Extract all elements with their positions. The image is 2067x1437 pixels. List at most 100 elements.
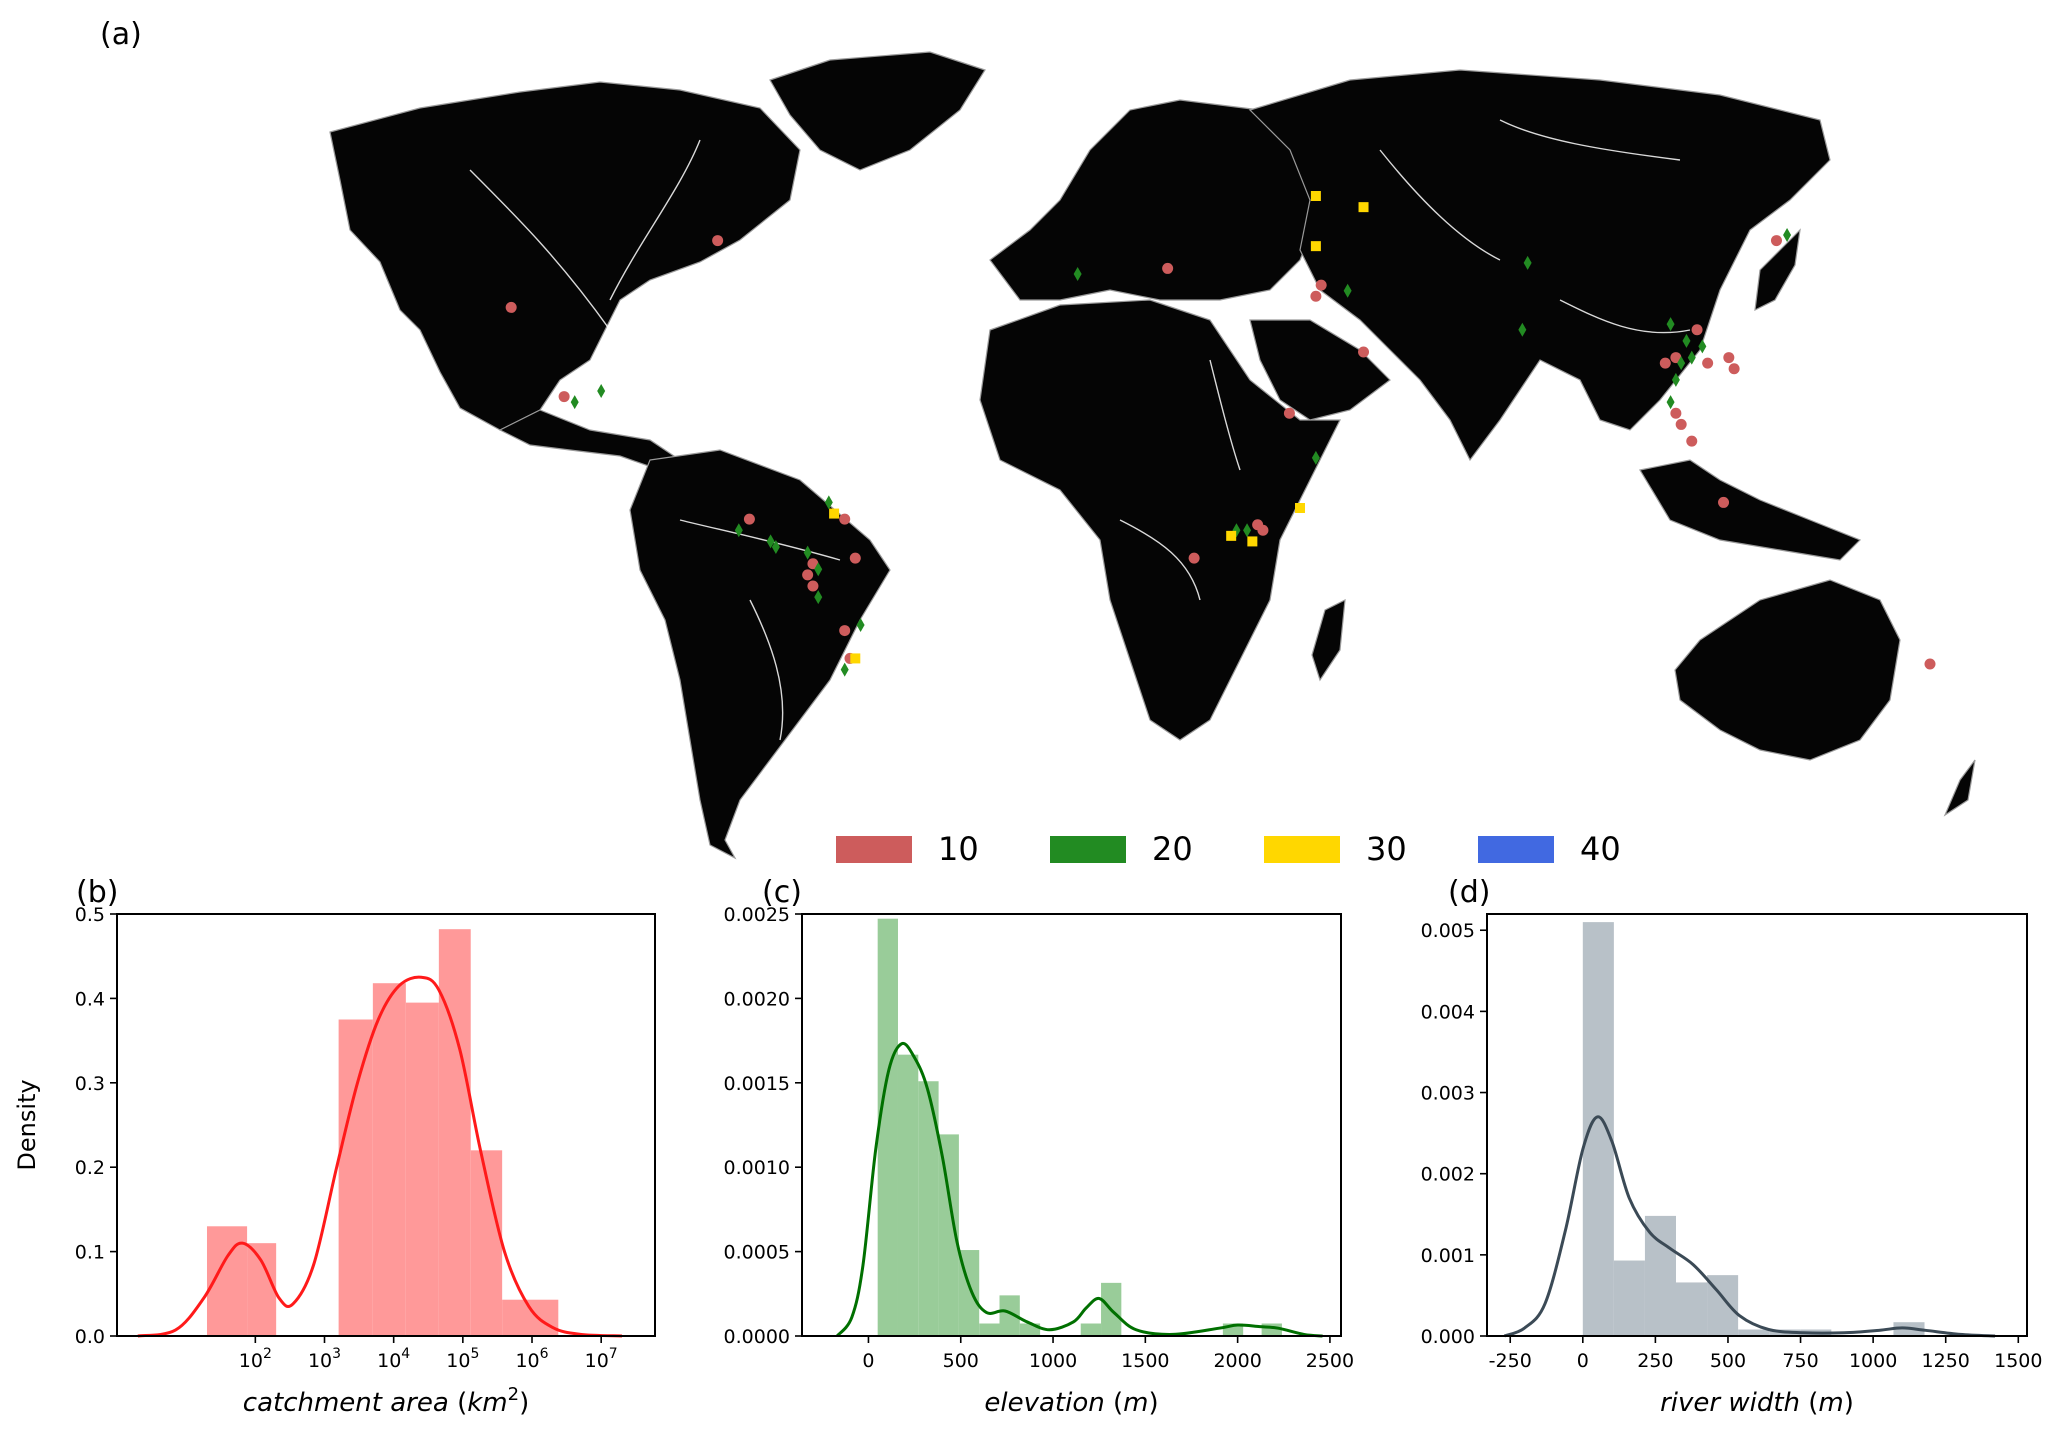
site-marker-30	[829, 508, 840, 519]
x-tick-label: 500	[1710, 1350, 1746, 1372]
legend-swatch-10	[836, 836, 912, 863]
site-marker-30	[1310, 191, 1321, 201]
africa-landmass	[979, 299, 1341, 741]
histogram-bar	[918, 1081, 939, 1336]
site-marker-10	[558, 391, 570, 403]
x-tick-label: 1500	[1121, 1350, 1169, 1372]
site-marker-10	[807, 580, 819, 592]
site-marker-10	[505, 301, 517, 313]
map-legend: 10 20 30 40	[836, 830, 1621, 868]
panel-a-label: (a)	[100, 17, 142, 52]
site-marker-10	[1670, 352, 1682, 364]
site-marker-10	[1728, 363, 1740, 375]
kde-line	[835, 1041, 1323, 1338]
legend-swatch-20	[1050, 836, 1126, 863]
histogram-bar	[1582, 922, 1614, 1336]
legend-swatch-30	[1264, 836, 1340, 863]
legend-label-40: 40	[1580, 830, 1621, 868]
site-marker-20	[1677, 356, 1686, 371]
x-tick-label: 750	[1782, 1350, 1818, 1372]
plot-frame	[116, 913, 656, 1337]
x-tick-label: 500	[943, 1350, 979, 1372]
histogram-bar	[372, 983, 406, 1336]
site-marker-20	[814, 562, 823, 577]
plot-frame	[801, 913, 1342, 1337]
site-marker-10	[1718, 496, 1730, 508]
histogram-bar	[1738, 1329, 1770, 1336]
site-marker-30	[1226, 530, 1237, 541]
legend-label-20: 20	[1152, 830, 1193, 868]
panel-c: (c) 0.0000 0.0005 0.0010 0.0015 0.0020 0.0025…	[724, 875, 1355, 1418]
site-marker-20	[1666, 395, 1675, 410]
site-marker-10	[1257, 524, 1269, 536]
site-marker-20	[840, 662, 849, 677]
site-marker-10	[1702, 357, 1714, 369]
histogram-bar	[877, 918, 898, 1336]
y-tick-label: 0.003	[1421, 1083, 1475, 1105]
world-map	[329, 51, 1976, 860]
site-marker-10	[1924, 658, 1936, 670]
site-marker-20	[856, 618, 865, 632]
y-tick-label: 0.0000	[724, 1326, 790, 1348]
y-tick-label: 0.005	[1421, 920, 1475, 942]
river-trace	[609, 139, 701, 301]
site-marker-10	[712, 235, 724, 247]
site-marker-20	[570, 395, 579, 410]
site-marker-10	[1686, 435, 1698, 447]
panel-a: (a)	[100, 17, 1976, 868]
kde-line	[1503, 1115, 1996, 1338]
y-tick-label: 0.3	[75, 1073, 105, 1095]
y-tick-label: 0.1	[75, 1242, 105, 1264]
river-trace	[1559, 299, 1691, 334]
histogram-bar	[247, 1243, 277, 1336]
y-tick-label: 0.0005	[724, 1242, 790, 1264]
north-america-landmass	[329, 81, 801, 431]
histogram-bar	[502, 1299, 559, 1336]
site-marker-20	[1243, 523, 1252, 538]
x-tick-label: 106	[515, 1346, 548, 1372]
site-marker-30	[1358, 202, 1369, 213]
site-marker-10	[1188, 552, 1200, 564]
river-trace	[469, 169, 611, 331]
kde-line	[137, 975, 623, 1338]
river-trace	[1209, 359, 1241, 471]
y-tick-label: 0.5	[75, 904, 105, 926]
x-tick-label: 250	[1637, 1350, 1673, 1372]
legend-label-30: 30	[1366, 830, 1407, 868]
site-marker-20	[734, 523, 743, 538]
plot-frame	[1486, 913, 2028, 1337]
southeast-asia-islands	[1639, 459, 1862, 561]
site-marker-20	[1783, 228, 1792, 242]
site-marker-10	[1315, 279, 1327, 291]
site-marker-20	[771, 540, 780, 554]
y-tick-label: 0.0	[75, 1326, 105, 1348]
x-tick-label: 2000	[1213, 1350, 1261, 1372]
river-network	[469, 119, 1691, 741]
panel-d: (d) 0.000 0.001 0.002 0.003 0.004 0.005 -250 0 2…	[1421, 875, 2043, 1418]
histogram-bar	[999, 1295, 1020, 1336]
x-tick-label: 1000	[1029, 1350, 1077, 1372]
south-america-landmass	[629, 449, 891, 860]
x-tick-label: 2500	[1306, 1350, 1354, 1372]
site-marker-20	[1518, 322, 1527, 337]
site-marker-20	[1687, 350, 1696, 365]
site-marker-20	[1666, 317, 1675, 332]
arabia-landmass	[1249, 319, 1391, 421]
x-axis-label: river width (m)	[1660, 1388, 1854, 1418]
x-tick-label: 102	[239, 1346, 272, 1372]
site-marker-10	[1358, 346, 1370, 358]
madagascar-landmass	[1311, 598, 1346, 682]
site-marker-10	[1659, 357, 1671, 369]
site-marker-20	[803, 545, 812, 560]
site-marker-10	[1162, 262, 1174, 274]
map-sites	[505, 191, 1936, 677]
site-marker-10	[1723, 352, 1735, 364]
panel-b-label: (b)	[76, 875, 118, 910]
site-marker-20	[597, 384, 606, 398]
histogram-bar	[897, 1054, 919, 1336]
site-marker-20	[1073, 267, 1082, 281]
x-tick-label: 104	[377, 1346, 410, 1372]
panel-c-label: (c)	[762, 875, 802, 910]
site-marker-20	[1523, 255, 1532, 270]
histogram-bar	[1080, 1323, 1102, 1336]
